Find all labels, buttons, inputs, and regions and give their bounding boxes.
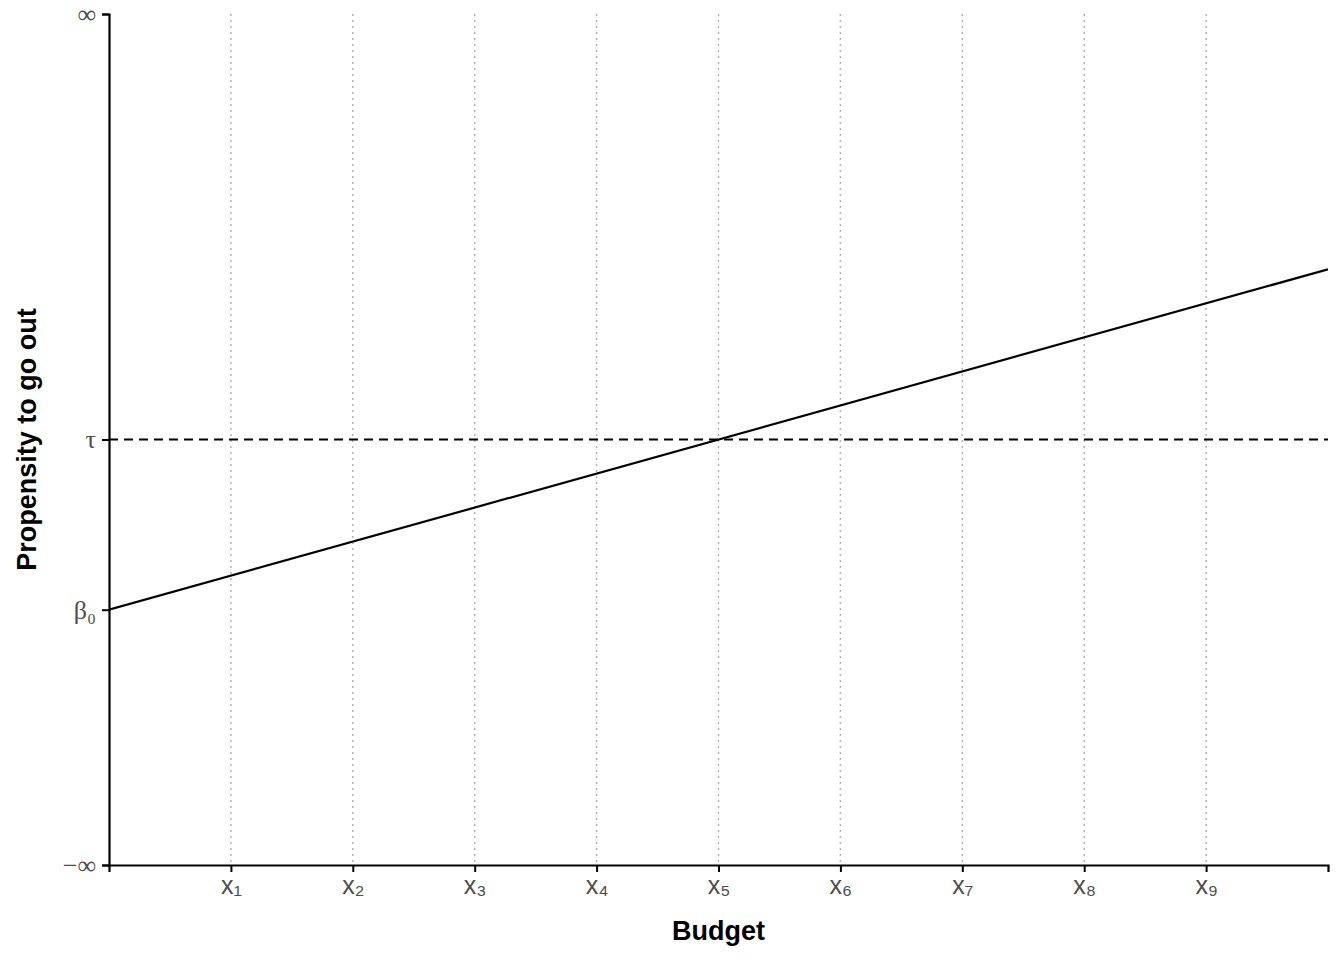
- x-axis-title: Budget: [672, 916, 765, 946]
- y-tick-label: ∞: [77, 0, 96, 29]
- y-tick: ∞: [77, 0, 109, 29]
- x-tick: x₆: [830, 865, 853, 899]
- x-tick: x₉: [1195, 865, 1217, 899]
- x-tick-label: x₉: [1195, 871, 1217, 899]
- grid-line: [840, 14, 842, 865]
- x-tick-label: x₁: [221, 871, 242, 899]
- marks: [109, 269, 1328, 609]
- x-tick-label: x₄: [586, 871, 609, 899]
- x-tick: x₁: [221, 865, 242, 899]
- y-tick-mark: [102, 439, 109, 441]
- x-axis: x₁ x₂ x₃ x₄ x₅ x₆ x₇ x₈ x₉: [110, 865, 1329, 899]
- x-tick: x₈: [1073, 865, 1096, 899]
- y-tick-label: τ: [86, 425, 96, 454]
- x-tick-label: x₂: [342, 871, 364, 899]
- x-tick-label: x₆: [830, 871, 853, 899]
- x-tick: x₇: [952, 865, 973, 899]
- y-tick: β₀: [74, 596, 109, 625]
- x-tick: x₃: [464, 865, 487, 899]
- x-tick-label: x₇: [952, 871, 973, 899]
- y-tick-label: β₀: [74, 596, 96, 625]
- y-tick-label: −∞: [63, 851, 96, 880]
- x-tick-label: x₈: [1073, 871, 1096, 899]
- x-tick: x₅: [708, 865, 731, 899]
- plot-area: x₁ x₂ x₃ x₄ x₅ x₆ x₇ x₈ x₉ −∞ β₀ τ ∞: [63, 0, 1329, 899]
- y-tick-mark: [102, 865, 109, 867]
- x-tick-label: x₅: [708, 871, 731, 899]
- y-tick: τ: [86, 425, 109, 454]
- y-axis: −∞ β₀ τ ∞: [63, 0, 110, 880]
- x-tick: x₂: [342, 865, 364, 899]
- chart: x₁ x₂ x₃ x₄ x₅ x₆ x₇ x₈ x₉ −∞ β₀ τ ∞ Budget Propensity…: [0, 0, 1344, 960]
- y-tick-mark: [102, 14, 109, 16]
- x-tick: x₄: [586, 865, 609, 899]
- grid-line: [962, 14, 964, 865]
- y-axis-title: Propensity to go out: [12, 308, 42, 571]
- y-tick: −∞: [63, 851, 109, 880]
- y-tick-mark: [102, 609, 109, 611]
- series-line: [109, 269, 1328, 609]
- y-axis-line: [102, 15, 110, 866]
- x-tick-label: x₃: [464, 871, 487, 899]
